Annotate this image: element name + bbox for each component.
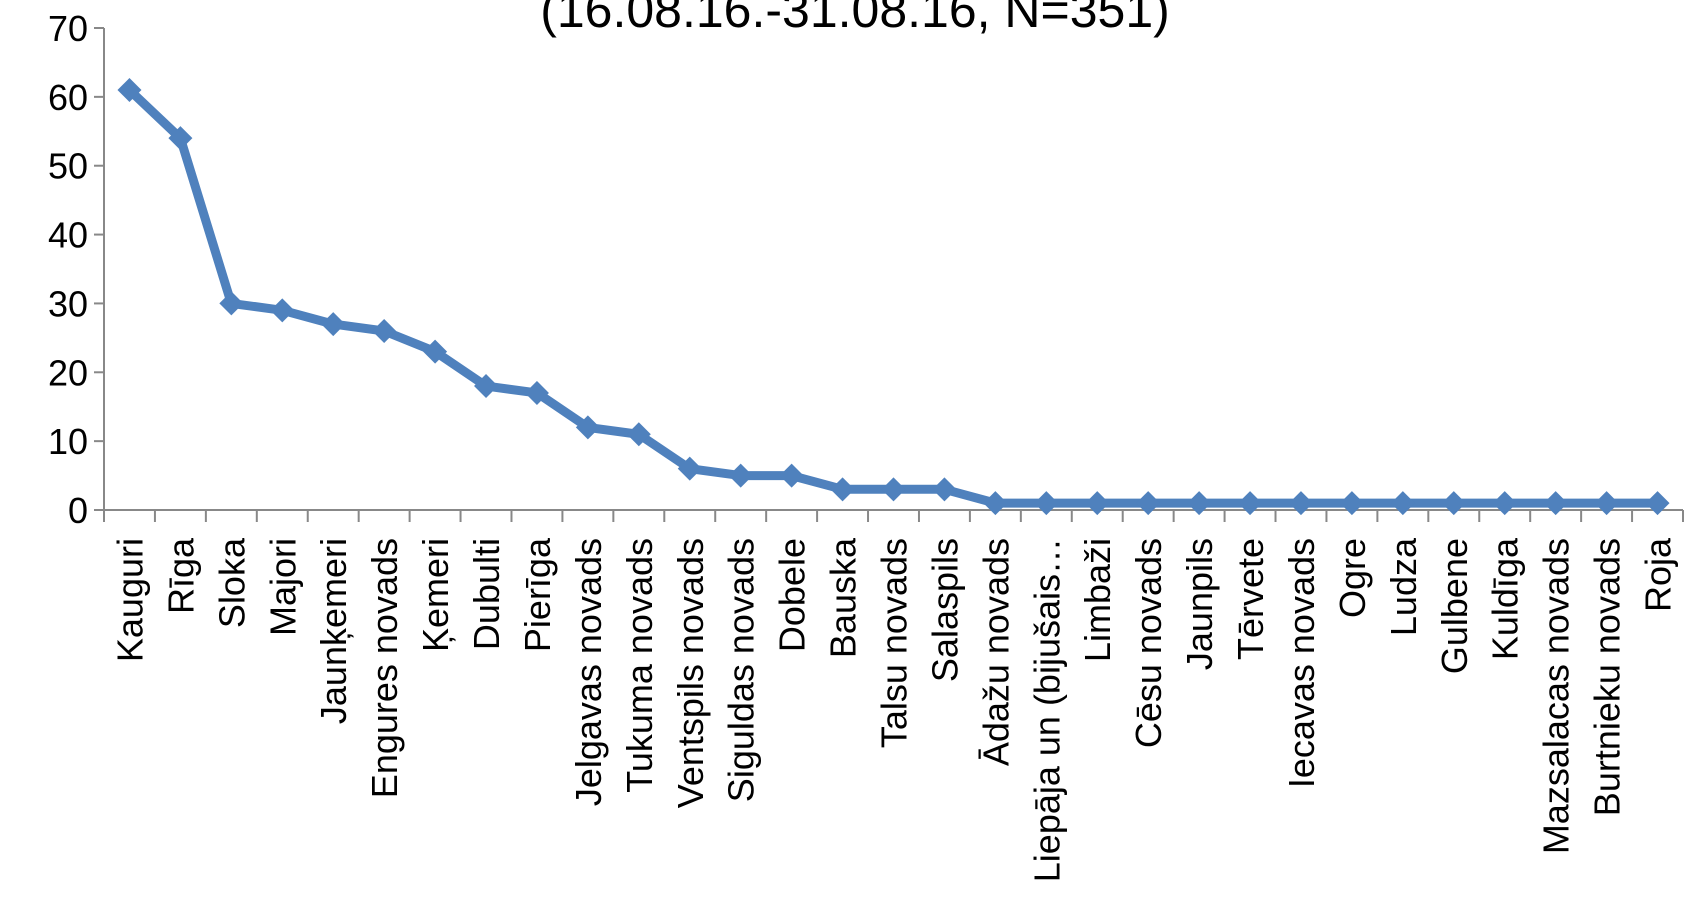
y-tick-label: 50: [48, 146, 88, 187]
data-point-marker: [270, 298, 295, 323]
series-markers: [117, 77, 1670, 516]
category-label: Tukuma novads: [619, 538, 660, 793]
y-tick-label: 40: [48, 215, 88, 256]
category-label: Iecavas novads: [1281, 538, 1322, 788]
category-label: Burtnieku novads: [1587, 538, 1628, 816]
category-label: Ogre: [1332, 538, 1373, 618]
y-tick-label: 70: [48, 8, 88, 49]
data-point-marker: [1085, 491, 1110, 516]
data-point-marker: [1390, 491, 1415, 516]
y-tick-label: 10: [48, 421, 88, 462]
category-label: Ludza: [1383, 537, 1424, 636]
data-point-marker: [1136, 491, 1161, 516]
data-point-marker: [830, 477, 855, 502]
x-axis-ticks: [103, 510, 1684, 522]
category-label: Bauska: [823, 537, 864, 658]
data-point-marker: [1492, 491, 1517, 516]
category-label: Siguldas novads: [721, 538, 762, 802]
category-label: Cēsu novads: [1128, 538, 1169, 748]
category-label: Ventspils novads: [670, 538, 711, 808]
category-label: Salaspils: [924, 538, 965, 682]
category-labels: Kauguri Rīga Sloka Majori Jaunķemeri Engures …: [109, 537, 1678, 882]
category-label: Kauguri: [109, 538, 150, 662]
y-tick-label: 30: [48, 283, 88, 324]
category-label: Jaunķemeri: [313, 538, 354, 724]
category-label: Gulbene: [1434, 538, 1475, 674]
data-point-marker: [983, 491, 1008, 516]
category-label: Limbaži: [1077, 538, 1118, 662]
series-line: [125, 85, 1662, 508]
data-point-marker: [1543, 491, 1568, 516]
category-label: Dubulti: [466, 538, 507, 650]
data-point-marker: [677, 456, 702, 481]
chart-title: (16.08.16.-31.08.16, N=351): [540, 0, 1170, 38]
category-label: Mazsalacas novads: [1536, 538, 1577, 854]
data-point-marker: [932, 477, 957, 502]
category-label: Rīga: [160, 537, 201, 614]
data-point-marker: [728, 463, 753, 488]
category-label: Ādažu novads: [975, 538, 1016, 766]
data-point-marker: [168, 126, 193, 151]
data-point-marker: [423, 339, 448, 364]
data-point-marker: [524, 380, 549, 405]
category-label: Talsu novads: [874, 538, 915, 748]
category-label: Engures novads: [364, 538, 405, 798]
category-label: Ķemeri: [415, 538, 456, 652]
data-point-marker: [1441, 491, 1466, 516]
y-axis-ticks: 0 10 20 30 40 50 60 70: [48, 8, 104, 531]
data-point-marker: [779, 463, 804, 488]
data-point-marker: [474, 374, 499, 399]
data-point-marker: [1187, 491, 1212, 516]
category-label: Dobele: [772, 538, 813, 652]
category-label: Liepāja un (bijušais…: [1026, 538, 1067, 882]
data-point-marker: [321, 312, 346, 337]
axes: [103, 28, 1683, 511]
data-point-marker: [219, 291, 244, 316]
category-label: Sloka: [211, 537, 252, 628]
data-point-marker: [881, 477, 906, 502]
data-point-marker: [1339, 491, 1364, 516]
data-point-marker: [1238, 491, 1263, 516]
category-label: Jaunpils: [1179, 538, 1220, 670]
category-label: Jelgavas novads: [568, 538, 609, 806]
data-point-marker: [575, 415, 600, 440]
y-tick-label: 60: [48, 77, 88, 118]
data-point-marker: [1034, 491, 1059, 516]
y-tick-label: 0: [68, 490, 88, 531]
data-point-marker: [626, 422, 651, 447]
data-point-marker: [1645, 491, 1670, 516]
data-point-marker: [117, 77, 142, 102]
category-label: Majori: [262, 538, 303, 636]
category-label: Pierīga: [517, 537, 558, 652]
y-tick-label: 20: [48, 352, 88, 393]
data-point-marker: [372, 318, 397, 343]
category-label: Kuldīga: [1485, 537, 1526, 660]
series-line-group: [125, 85, 1662, 508]
category-label: Tērvete: [1230, 538, 1271, 660]
data-point-marker: [1594, 491, 1619, 516]
data-point-marker: [1288, 491, 1313, 516]
category-label: Roja: [1638, 537, 1679, 612]
